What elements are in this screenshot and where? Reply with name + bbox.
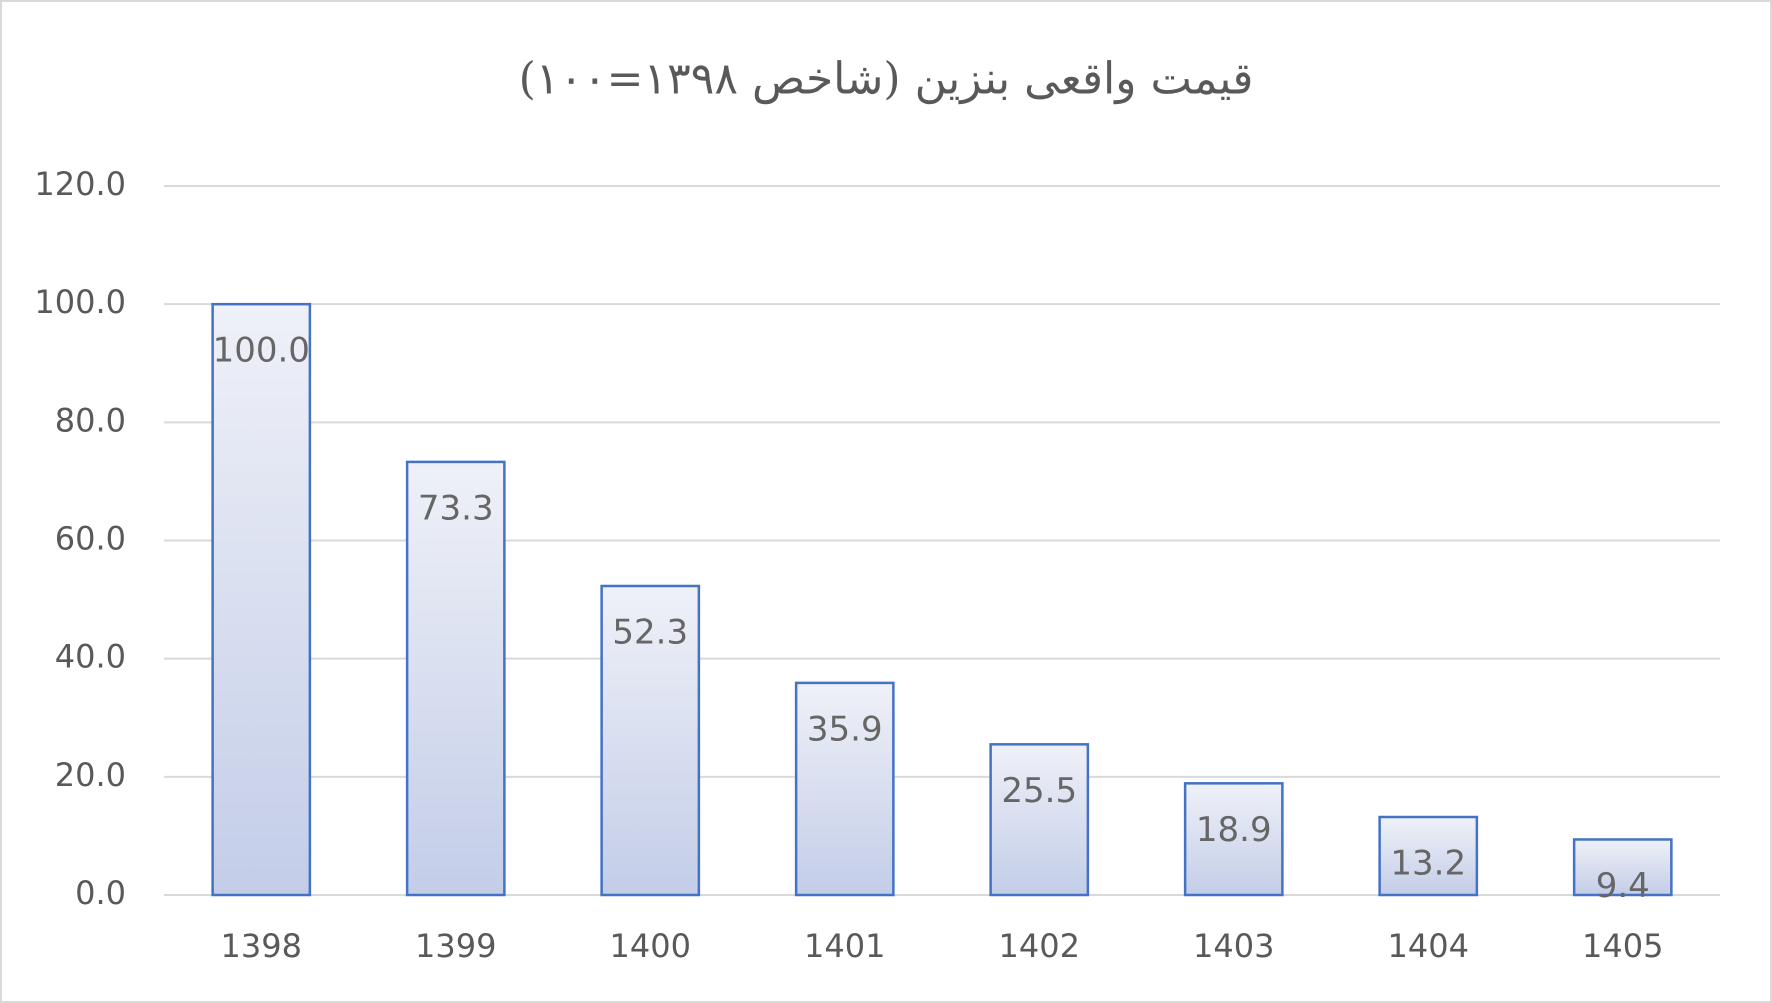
x-tick-label: 1399 (415, 927, 496, 965)
x-tick-label: 1400 (610, 927, 691, 965)
data-label: 73.3 (418, 488, 494, 528)
x-tick-label: 1404 (1388, 927, 1469, 965)
data-label: 35.9 (807, 709, 883, 749)
data-label: 9.4 (1596, 866, 1650, 906)
x-tick-label: 1402 (999, 927, 1080, 965)
x-tick-label: 1401 (804, 927, 885, 965)
x-tick-label: 1398 (221, 927, 302, 965)
chart-title: قیمت واقعی بنزین (شاخص ۱۳۹۸=۱۰۰) (519, 54, 1254, 105)
data-label: 25.5 (1001, 771, 1077, 811)
data-label: 13.2 (1390, 844, 1466, 884)
y-tick-label: 80.0 (55, 401, 126, 439)
data-label: 52.3 (612, 612, 688, 652)
data-label: 100.0 (213, 331, 310, 371)
x-tick-label: 1403 (1193, 927, 1274, 965)
bar (405, 460, 506, 897)
y-tick-label: 120.0 (34, 165, 126, 203)
y-tick-label: 0.0 (75, 874, 126, 912)
bar (989, 743, 1090, 897)
y-tick-label: 60.0 (55, 520, 126, 558)
x-tick-label: 1405 (1582, 927, 1663, 965)
bar (794, 681, 895, 897)
bar (211, 302, 312, 897)
bar (1572, 838, 1673, 897)
y-tick-label: 20.0 (55, 756, 126, 794)
bar (1183, 782, 1284, 897)
data-label: 18.9 (1196, 810, 1272, 850)
bar (600, 584, 701, 897)
y-tick-label: 40.0 (55, 638, 126, 676)
bar (1378, 815, 1479, 897)
y-tick-label: 100.0 (34, 283, 126, 321)
